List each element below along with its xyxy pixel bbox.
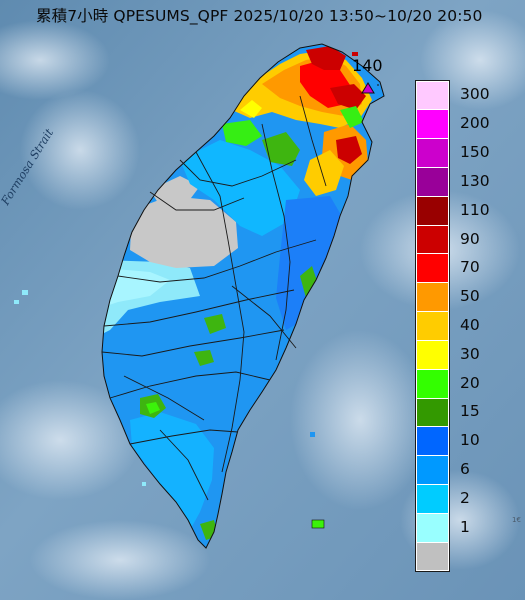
legend-tick-label: 200 [460,114,490,133]
zone-40mm-yilan [304,150,344,196]
legend-tick-label: 40 [460,316,480,334]
zone-15mm-d [300,266,318,298]
legend-tick-label: 30 [460,344,480,363]
legend-tick-label: 150 [460,143,490,162]
legend-tick-label: 10 [460,431,480,450]
color-legend [415,80,450,572]
legend-tick-label: 300 [460,85,490,104]
zone-gray-north [150,176,200,206]
legend-tick-label: 50 [460,287,480,306]
legend-tick-label: 130 [460,171,490,190]
legend-tick-label: 1 [460,517,470,536]
zone-15mm-north [262,132,300,166]
legend-swatch [417,485,448,513]
legend-swatch [417,398,448,427]
offshore-islands [14,52,358,529]
legend-swatch [417,513,448,542]
zone-15mm-c [194,350,214,366]
legend-swatch [417,196,448,225]
edge-partial-label: 1€ [512,516,521,524]
legend-swatch [417,312,448,340]
zone-15mm-b [204,314,226,334]
taiwan-island [101,43,385,549]
max-value-label: 140 [352,56,383,75]
max-rainfall-marker [361,82,379,94]
zone-6mm [180,140,300,236]
zone-10mm-east [276,196,344,330]
legend-swatch [417,225,448,254]
legend-swatch [417,456,448,485]
zone-20mm-a [146,402,160,414]
legend-swatch [417,369,448,398]
legend-swatch [417,139,448,167]
legend-tick-label: 6 [460,460,470,479]
zone-6mm-south [130,412,214,530]
legend-swatch [417,167,448,196]
legend-tick-label: 70 [460,258,480,277]
county-boundaries [101,95,327,501]
zone-20mm-yilan [340,106,364,128]
legend-swatch [417,427,448,456]
zone-90mm-north [306,46,346,70]
zone-gray-central [130,196,238,268]
legend-tick-label: 15 [460,402,480,421]
map-title: 累積7小時 QPESUMS_QPF 2025/10/20 13:50~10/20… [36,7,483,25]
legend-swatch [417,340,448,369]
legend-tick-label: 90 [460,229,480,248]
zone-30mm-north [240,100,262,118]
legend-swatch [417,110,448,139]
legend-swatch [417,542,448,571]
legend-tick-label: 20 [460,373,480,392]
zone-90mm-east [330,84,366,110]
legend-swatch [417,283,448,312]
legend-swatch [417,254,448,283]
legend-tick-label: 2 [460,488,470,507]
legend-swatch [417,81,448,110]
legend-tick-label: 110 [460,200,490,219]
zone-20mm-north [222,120,262,146]
zone-90mm-yilan [336,136,362,164]
